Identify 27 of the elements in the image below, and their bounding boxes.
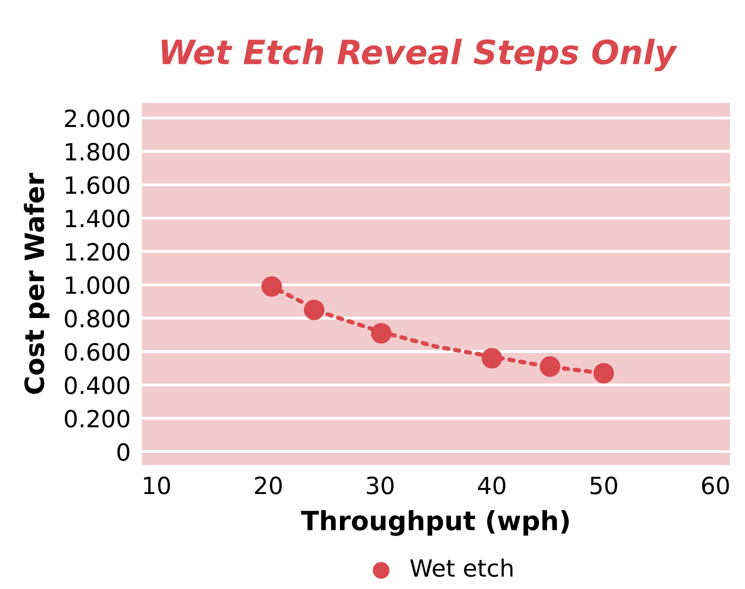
y-tick-label: 0.800 <box>64 310 130 328</box>
y-tick-label: 1.800 <box>66 142 130 161</box>
x-tick-label: 40 <box>478 476 506 494</box>
y-axis-title: Cost per Wafer <box>24 172 50 394</box>
y-tick-label: 2.000 <box>65 109 130 128</box>
x-tick-label: 60 <box>702 476 729 494</box>
chart-title: Wet Etch Reveal Steps Only <box>162 38 678 72</box>
x-axis-title: Throughput (wph) <box>301 510 569 536</box>
y-tick-label: 0.400 <box>64 376 130 394</box>
point <box>593 362 614 384</box>
x-tick-label: 30 <box>366 476 394 494</box>
y-tick-label: 0.200 <box>64 410 130 428</box>
y-tick-label: 1.600 <box>66 176 130 194</box>
x-tick-label: 50 <box>590 476 618 494</box>
legend-label: Wet etch <box>410 558 512 577</box>
y-tick-label: 0.600 <box>64 343 130 361</box>
y-tick-label: 0 <box>117 443 130 461</box>
point <box>261 276 282 297</box>
point <box>540 356 560 377</box>
x-tick-label: 10 <box>144 476 170 494</box>
y-tick-label: 1.000 <box>66 276 130 294</box>
point <box>370 322 392 344</box>
point <box>482 348 502 368</box>
x-tick-label: 20 <box>255 476 282 494</box>
y-tick-label: 1.200 <box>66 242 130 261</box>
point <box>304 300 324 320</box>
y-tick-label: 1.400 <box>66 210 130 228</box>
